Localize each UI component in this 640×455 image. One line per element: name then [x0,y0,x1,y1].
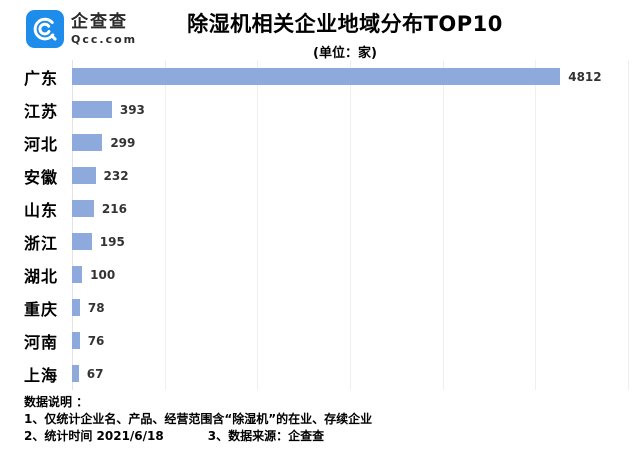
chart-row: 江苏 393 [0,93,628,126]
bar-track: 67 [72,357,628,390]
chart-row: 山东 216 [0,192,628,225]
bar-value-label: 195 [99,234,125,249]
category-label: 江苏 [24,101,59,121]
gridlines [72,60,629,390]
category-label: 上海 [24,365,59,385]
bar-track: 195 [72,225,628,258]
gridline [350,60,351,390]
bar [72,68,561,85]
bar [72,233,92,250]
bar-value-label: 299 [110,135,136,150]
note-1: 1、仅统计企业名、产品、经营范围含“除湿机”的在业、存续企业 [24,412,373,426]
bar [72,134,103,151]
chart-row: 重庆 78 [0,291,628,324]
bar-value-label: 76 [87,333,105,348]
bar-track: 76 [72,324,628,357]
bar-value-label: 216 [101,201,127,216]
category-label: 重庆 [24,299,59,319]
bar [72,299,80,316]
chart-row: 浙江 195 [0,225,628,258]
bar-track: 299 [72,126,628,159]
category-label: 安徽 [24,167,59,187]
bar-value-label: 100 [90,267,116,282]
chart-row: 湖北 100 [0,258,628,291]
note-2-right: 3、数据来源：企查查 [207,429,325,443]
chart-row: 上海 67 [0,357,628,390]
qcc-logo-text: 企查查 Qcc.com [71,11,138,46]
chart-row: 安徽 232 [0,159,628,192]
logo-name: 企查查 [71,11,128,32]
bar-track: 100 [72,258,628,291]
bar-track: 216 [72,192,628,225]
chart-row: 河北 299 [0,126,628,159]
category-label: 河南 [24,332,59,352]
category-label: 河北 [24,134,59,154]
bar [72,167,96,184]
bar-value-label: 78 [87,300,105,315]
bar-track: 232 [72,159,628,192]
bar [72,332,80,349]
page-title: 除湿机相关企业地域分布TOP10 [187,12,503,36]
chart-rows: 广东 4812 江苏 393 河北 299 安徽 232 山东 216 浙江 195 湖北 100 重庆 78… [0,60,628,390]
gridline [535,60,537,390]
bar [72,266,83,283]
category-label: 湖北 [24,266,59,286]
gridline [628,60,629,390]
gridline [442,60,444,390]
chart-subtitle: (单位：家) [313,46,377,61]
chart-row: 广东 4812 [0,60,628,93]
bar-value-label: 4812 [568,69,602,84]
bar-chart: 广东 4812 江苏 393 河北 299 安徽 232 山东 216 浙江 195 湖北 100 重庆 78… [0,60,640,392]
bar [72,365,79,382]
bar [72,101,112,118]
gridline [257,60,259,390]
category-label: 山东 [24,200,59,220]
header: 企查查 Qcc.com 除湿机相关企业地域分布TOP10 (单位：家) [0,0,640,61]
logo-domain: Qcc.com [71,32,138,46]
bar-value-label: 67 [86,366,104,381]
bar-value-label: 232 [103,168,129,183]
bar-value-label: 393 [119,102,145,117]
qcc-logo: 企查查 Qcc.com [26,10,137,48]
bar [72,200,94,217]
note-2-left: 2、统计时间 2021/6/18 [24,429,164,443]
category-label: 广东 [24,68,59,88]
category-label: 浙江 [24,233,59,253]
bar-track: 4812 [72,60,628,93]
data-notes: 数据说明 ： 1、仅统计企业名、产品、经营范围含“除湿机”的在业、存续企业 2、… [24,394,628,445]
notes-heading: 数据说明 ： [24,395,89,409]
chart-row: 河南 76 [0,324,628,357]
gridline [164,60,166,390]
value-axis-line [72,60,73,390]
qcc-logo-icon [26,10,64,48]
bar-track: 393 [72,93,628,126]
title-block: 除湿机相关企业地域分布TOP10 (单位：家) [0,8,640,61]
bar-track: 78 [72,291,628,324]
note-2: 2、统计时间 2021/6/18 3、数据来源：企查查 [24,428,628,445]
